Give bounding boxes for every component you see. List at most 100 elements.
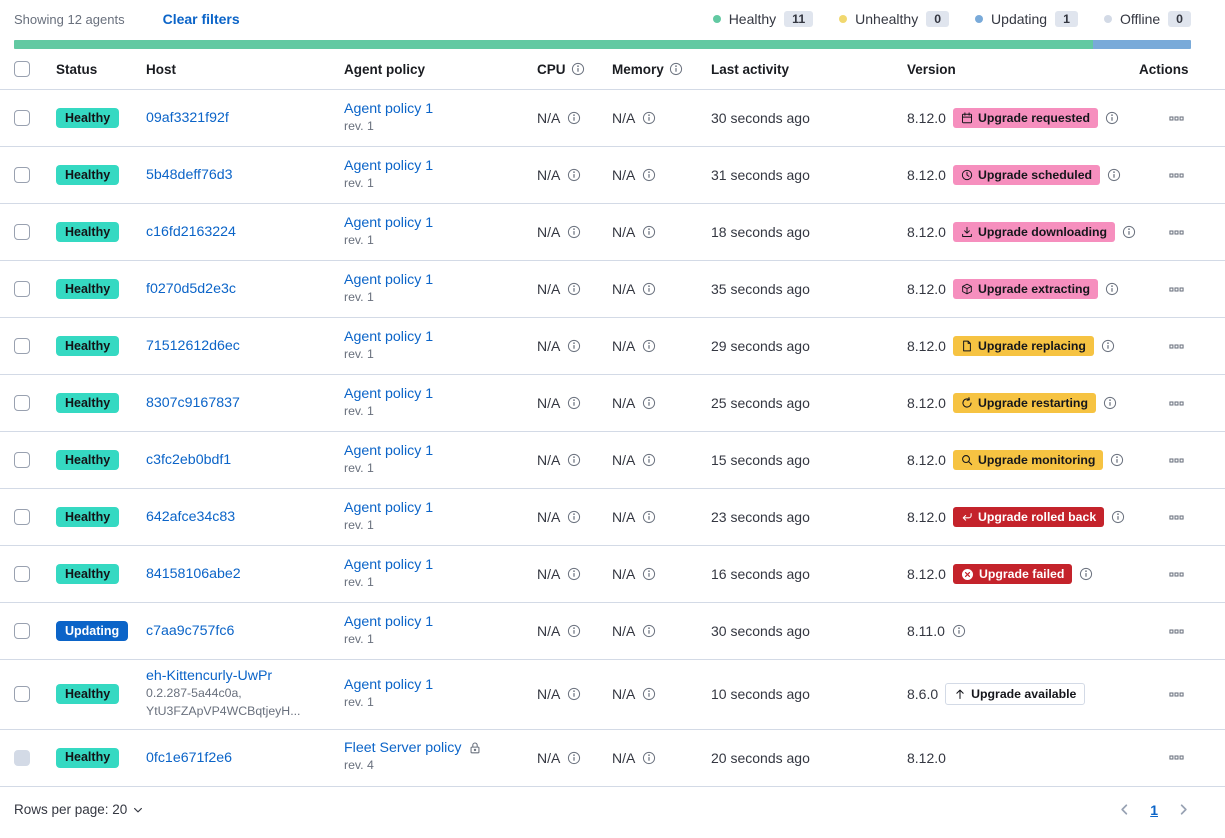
version-info-icon[interactable] [1105, 282, 1119, 296]
policy-link[interactable]: Agent policy 1 [344, 157, 434, 174]
memory-info-icon[interactable] [642, 282, 656, 296]
host-link[interactable]: 5b48deff76d3 [146, 167, 233, 183]
legend-item-healthy: Healthy 11 [712, 11, 814, 27]
actions-menu-button[interactable] [1169, 750, 1184, 765]
cpu-info-icon[interactable] [567, 624, 581, 638]
memory-info-icon[interactable] [642, 396, 656, 410]
next-page-button[interactable] [1176, 802, 1191, 817]
host-link[interactable]: f0270d5d2e3c [146, 281, 236, 297]
page-number-1[interactable]: 1 [1150, 801, 1158, 818]
memory-info-icon[interactable] [642, 111, 656, 125]
cpu-info-icon[interactable] [567, 687, 581, 701]
policy-link[interactable]: Agent policy 1 [344, 385, 434, 402]
policy-link[interactable]: Fleet Server policy [344, 740, 462, 757]
host-link[interactable]: 642afce34c83 [146, 509, 236, 525]
policy-link[interactable]: Agent policy 1 [344, 214, 434, 231]
host-link[interactable]: 84158106abe2 [146, 566, 241, 582]
status-distribution-bar [14, 40, 1191, 49]
memory-info-icon[interactable] [642, 453, 656, 467]
row-checkbox[interactable] [14, 338, 30, 354]
actions-menu-button[interactable] [1169, 624, 1184, 639]
memory-info-icon[interactable] [642, 168, 656, 182]
agent-status-badge: Healthy [56, 393, 120, 413]
memory-info-icon[interactable] [642, 510, 656, 524]
cpu-info-icon[interactable] [567, 751, 581, 765]
version-info-icon[interactable] [1101, 339, 1115, 353]
memory-info-icon[interactable] [642, 339, 656, 353]
previous-page-button[interactable] [1117, 802, 1132, 817]
clear-filters-link[interactable]: Clear filters [162, 11, 240, 27]
row-checkbox[interactable] [14, 749, 30, 766]
host-link[interactable]: 8307c9167837 [146, 395, 240, 411]
policy-link[interactable]: Agent policy 1 [344, 676, 434, 693]
rows-per-page-button[interactable]: Rows per page: 20 [14, 802, 144, 817]
cpu-info-icon[interactable] [567, 567, 581, 581]
host-link[interactable]: 09af3321f92f [146, 110, 229, 126]
host-link[interactable]: c16fd2163224 [146, 224, 236, 240]
host-link[interactable]: eh-Kittencurly-UwPr [146, 668, 273, 684]
host-link[interactable]: 71512612d6ec [146, 338, 240, 354]
row-checkbox[interactable] [14, 566, 30, 582]
actions-menu-button[interactable] [1169, 225, 1184, 240]
version-info-icon[interactable] [1103, 396, 1117, 410]
cpu-header-info-icon[interactable] [571, 62, 585, 76]
version-info-icon[interactable] [1111, 510, 1125, 524]
row-checkbox[interactable] [14, 686, 30, 703]
actions-menu-button[interactable] [1169, 282, 1184, 297]
actions-menu-button[interactable] [1169, 168, 1184, 183]
version-info-icon[interactable] [952, 624, 966, 638]
actions-menu-button[interactable] [1169, 111, 1184, 126]
upgrade-status-badge: Upgrade restarting [952, 393, 1096, 413]
actions-menu-button[interactable] [1169, 396, 1184, 411]
memory-header-info-icon[interactable] [669, 62, 683, 76]
row-checkbox[interactable] [14, 623, 30, 639]
select-all-checkbox[interactable] [14, 61, 30, 77]
table-row: Updating c7aa9c757fc6 Agent policy 1 rev… [0, 603, 1225, 660]
memory-info-icon[interactable] [642, 687, 656, 701]
memory-info-icon[interactable] [642, 751, 656, 765]
version-info-icon[interactable] [1122, 225, 1136, 239]
policy-link[interactable]: Agent policy 1 [344, 100, 434, 117]
version-info-icon[interactable] [1079, 567, 1093, 581]
memory-info-icon[interactable] [642, 567, 656, 581]
cpu-info-icon[interactable] [567, 168, 581, 182]
cpu-value: N/A [537, 281, 561, 297]
row-checkbox[interactable] [14, 110, 30, 126]
host-link[interactable]: 0fc1e671f2e6 [146, 749, 232, 766]
host-link[interactable]: c3fc2eb0bdf1 [146, 452, 232, 468]
actions-menu-button[interactable] [1169, 453, 1184, 468]
cpu-info-icon[interactable] [567, 510, 581, 524]
policy-link[interactable]: Agent policy 1 [344, 442, 434, 459]
cpu-info-icon[interactable] [567, 111, 581, 125]
actions-menu-button[interactable] [1169, 339, 1184, 354]
row-checkbox[interactable] [14, 509, 30, 525]
actions-menu-button[interactable] [1169, 687, 1184, 702]
cpu-info-icon[interactable] [567, 225, 581, 239]
policy-link[interactable]: Agent policy 1 [344, 271, 434, 288]
cpu-info-icon[interactable] [567, 282, 581, 296]
policy-link[interactable]: Agent policy 1 [344, 328, 434, 345]
row-checkbox[interactable] [14, 395, 30, 411]
version-info-icon[interactable] [1110, 453, 1124, 467]
table-row: Healthy c3fc2eb0bdf1 Agent policy 1 rev.… [0, 432, 1225, 489]
row-checkbox[interactable] [14, 452, 30, 468]
row-checkbox[interactable] [14, 224, 30, 240]
cpu-info-icon[interactable] [567, 396, 581, 410]
last-activity-value: 20 seconds ago [711, 749, 810, 766]
policy-link[interactable]: Agent policy 1 [344, 499, 434, 516]
cpu-value: N/A [537, 452, 561, 468]
row-checkbox[interactable] [14, 167, 30, 183]
row-checkbox[interactable] [14, 281, 30, 297]
memory-info-icon[interactable] [642, 225, 656, 239]
actions-menu-button[interactable] [1169, 567, 1184, 582]
version-info-icon[interactable] [1105, 111, 1119, 125]
actions-menu-button[interactable] [1169, 510, 1184, 525]
policy-link[interactable]: Agent policy 1 [344, 613, 434, 630]
version-info-icon[interactable] [1107, 168, 1121, 182]
host-link[interactable]: c7aa9c757fc6 [146, 623, 235, 639]
memory-value: N/A [612, 338, 636, 354]
cpu-info-icon[interactable] [567, 453, 581, 467]
memory-info-icon[interactable] [642, 624, 656, 638]
policy-link[interactable]: Agent policy 1 [344, 556, 434, 573]
cpu-info-icon[interactable] [567, 339, 581, 353]
